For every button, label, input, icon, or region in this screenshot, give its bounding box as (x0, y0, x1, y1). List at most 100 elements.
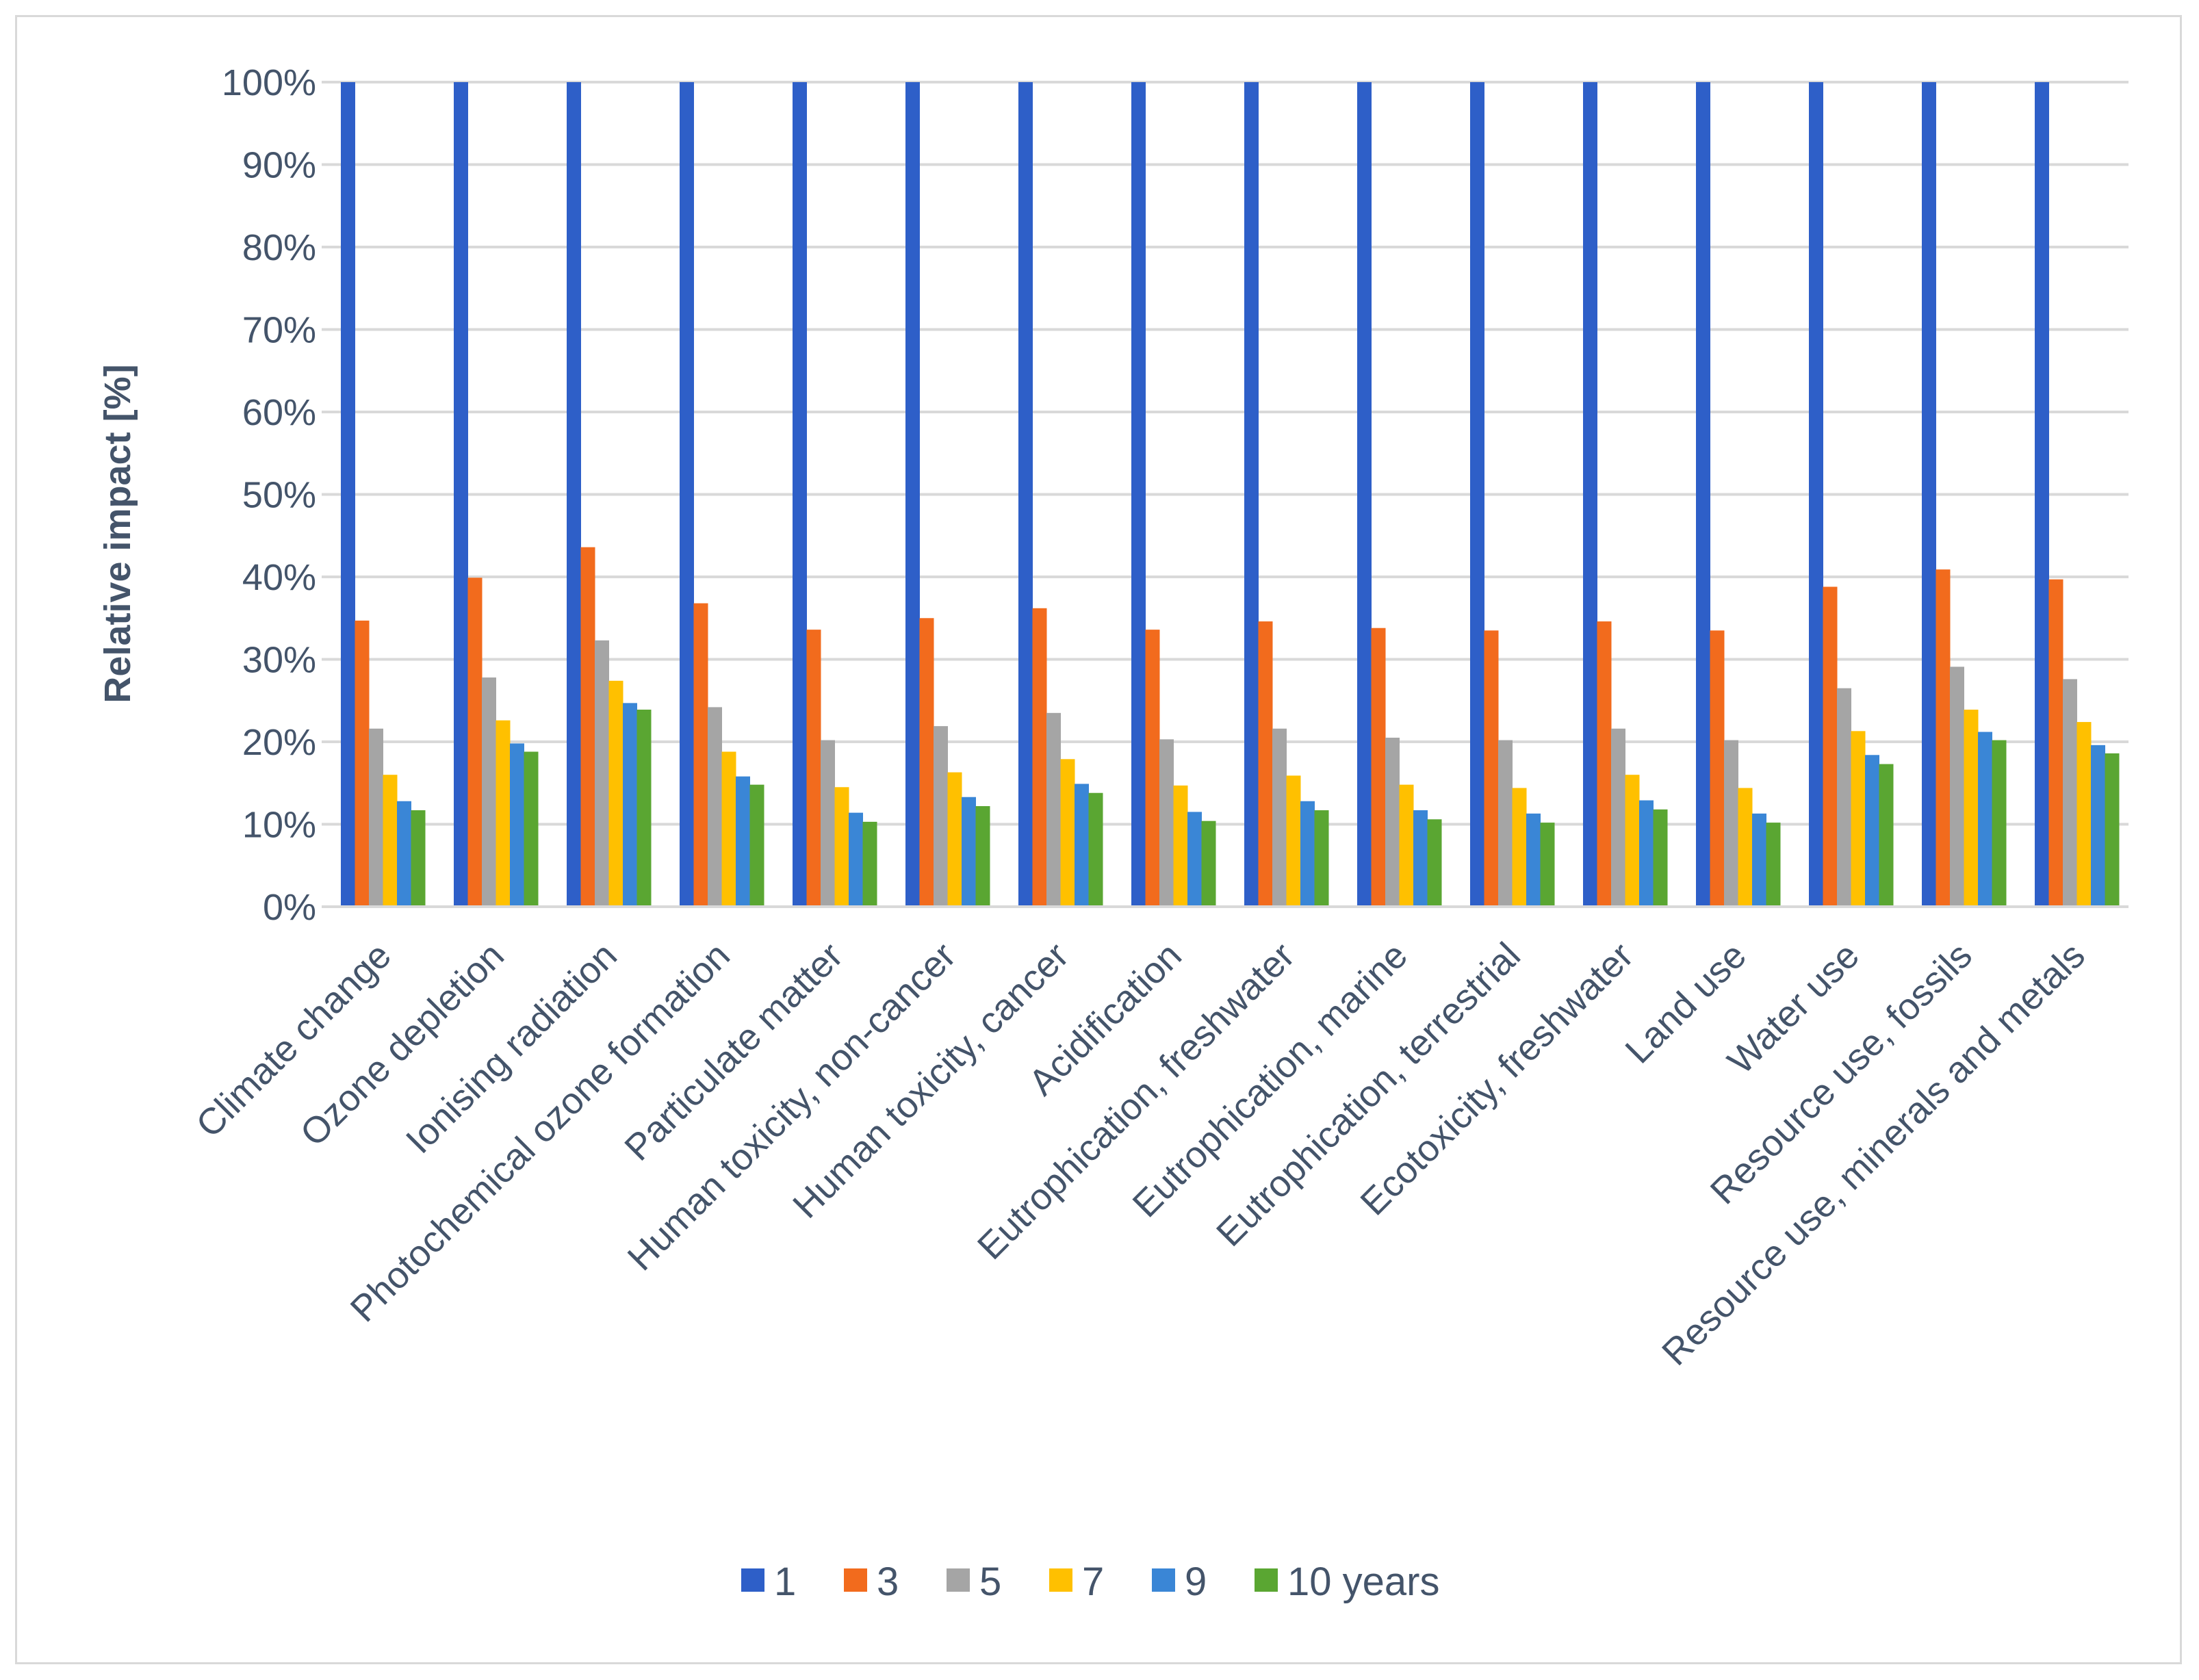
bar-1-8 (1131, 82, 1146, 907)
bar-6-6 (975, 805, 990, 907)
bar-4-11 (1512, 788, 1527, 907)
bar-3-14 (1837, 688, 1851, 907)
bar-2-5 (806, 630, 821, 907)
bar-6-7 (1088, 792, 1103, 907)
bar-6-9 (1314, 810, 1329, 907)
bar-5-12 (1639, 800, 1654, 907)
bar-3-3 (595, 640, 609, 907)
y-tick-label: 0% (263, 887, 316, 928)
y-tick-label: 70% (242, 310, 316, 351)
bar-3-2 (482, 677, 496, 907)
y-axis-title: Relative impact [%] (97, 364, 138, 703)
y-tick-label: 40% (242, 557, 316, 598)
bar-3-5 (821, 740, 835, 907)
bar-4-12 (1625, 775, 1640, 907)
bar-3-11 (1498, 740, 1513, 907)
legend-swatch (947, 1568, 970, 1592)
bar-6-3 (636, 710, 652, 907)
bar-5-7 (1075, 784, 1089, 907)
bar-2-8 (1145, 630, 1160, 907)
bar-5-16 (2091, 745, 2105, 907)
bar-2-3 (580, 547, 595, 907)
bar-6-2 (524, 751, 539, 907)
bar-3-16 (2063, 679, 2077, 907)
bar-3-13 (1724, 740, 1738, 907)
bar-4-16 (2076, 722, 2092, 907)
bar-1-4 (680, 82, 694, 907)
bar-2-9 (1258, 621, 1273, 907)
bar-5-3 (623, 703, 637, 907)
bar-2-10 (1371, 628, 1386, 907)
legend-swatch (1152, 1568, 1175, 1592)
bar-5-15 (1978, 732, 1992, 907)
bar-5-9 (1300, 801, 1315, 907)
bar-3-15 (1950, 667, 1964, 907)
bar-2-12 (1597, 621, 1612, 907)
bar-3-9 (1272, 728, 1287, 907)
bar-2-15 (1936, 569, 1951, 907)
bar-2-16 (2048, 579, 2063, 907)
bar-1-3 (567, 82, 581, 907)
y-tick-label: 60% (242, 392, 316, 433)
bar-6-13 (1766, 823, 1781, 907)
bar-2-1 (355, 620, 370, 907)
bar-6-11 (1540, 823, 1555, 907)
bar-4-6 (947, 772, 962, 907)
bar-6-12 (1653, 809, 1668, 907)
bar-1-15 (1922, 82, 1936, 907)
y-tick-label: 50% (242, 475, 316, 516)
y-axis-ticks: 0% 10% 20% 30% 40% 50% 60% 70% 80% 90% 100% (222, 62, 316, 928)
bar-4-7 (1060, 759, 1075, 907)
bar-4-13 (1738, 788, 1753, 907)
bar-1-13 (1696, 82, 1710, 907)
y-tick-label: 80% (242, 227, 316, 268)
y-tick-label: 20% (242, 722, 316, 763)
bar-6-14 (1879, 764, 1894, 907)
category-label: Ozone depletion (292, 935, 512, 1154)
bar-5-11 (1526, 813, 1541, 907)
bar-2-6 (919, 618, 934, 907)
bar-4-2 (496, 720, 511, 907)
legend-label: 5 (979, 1560, 1001, 1604)
bar-6-10 (1427, 819, 1442, 907)
bar-4-15 (1964, 710, 1979, 907)
bar-1-1 (341, 82, 355, 907)
bar-6-16 (2105, 753, 2120, 907)
bar-6-1 (411, 810, 426, 907)
bar-5-6 (962, 797, 976, 907)
legend-label: 1 (774, 1560, 796, 1604)
bar-6-15 (1992, 740, 2007, 907)
bar-5-2 (510, 743, 524, 907)
bar-2-4 (693, 603, 708, 907)
bar-1-14 (1809, 82, 1823, 907)
y-tick-label: 30% (242, 640, 316, 681)
bar-1-12 (1583, 82, 1597, 907)
category-label: Particulate matter (617, 935, 851, 1169)
bar-3-7 (1046, 712, 1061, 907)
bar-1-11 (1470, 82, 1484, 907)
legend-swatch (1255, 1568, 1278, 1592)
bar-4-3 (608, 680, 623, 907)
bar-1-9 (1244, 82, 1259, 907)
bars (341, 82, 2120, 907)
bar-4-1 (383, 775, 398, 907)
bar-3-1 (369, 728, 383, 907)
y-tick-label: 10% (242, 805, 316, 846)
bar-2-7 (1032, 608, 1047, 907)
legend-swatch (844, 1568, 867, 1592)
bar-5-10 (1413, 810, 1428, 907)
category-label: Resource use, minerals and metals (1654, 935, 2093, 1373)
bar-2-13 (1710, 630, 1725, 907)
bar-4-9 (1286, 775, 1301, 907)
legend-label: 7 (1082, 1560, 1104, 1604)
bar-3-6 (934, 726, 948, 907)
legend: 1 3 5 7 9 10 years (741, 1560, 1439, 1604)
bar-3-8 (1159, 739, 1174, 907)
bar-1-2 (454, 82, 468, 907)
bar-3-4 (708, 707, 722, 907)
bar-6-5 (862, 821, 877, 907)
bar-1-6 (905, 82, 920, 907)
bar-4-10 (1399, 784, 1414, 907)
